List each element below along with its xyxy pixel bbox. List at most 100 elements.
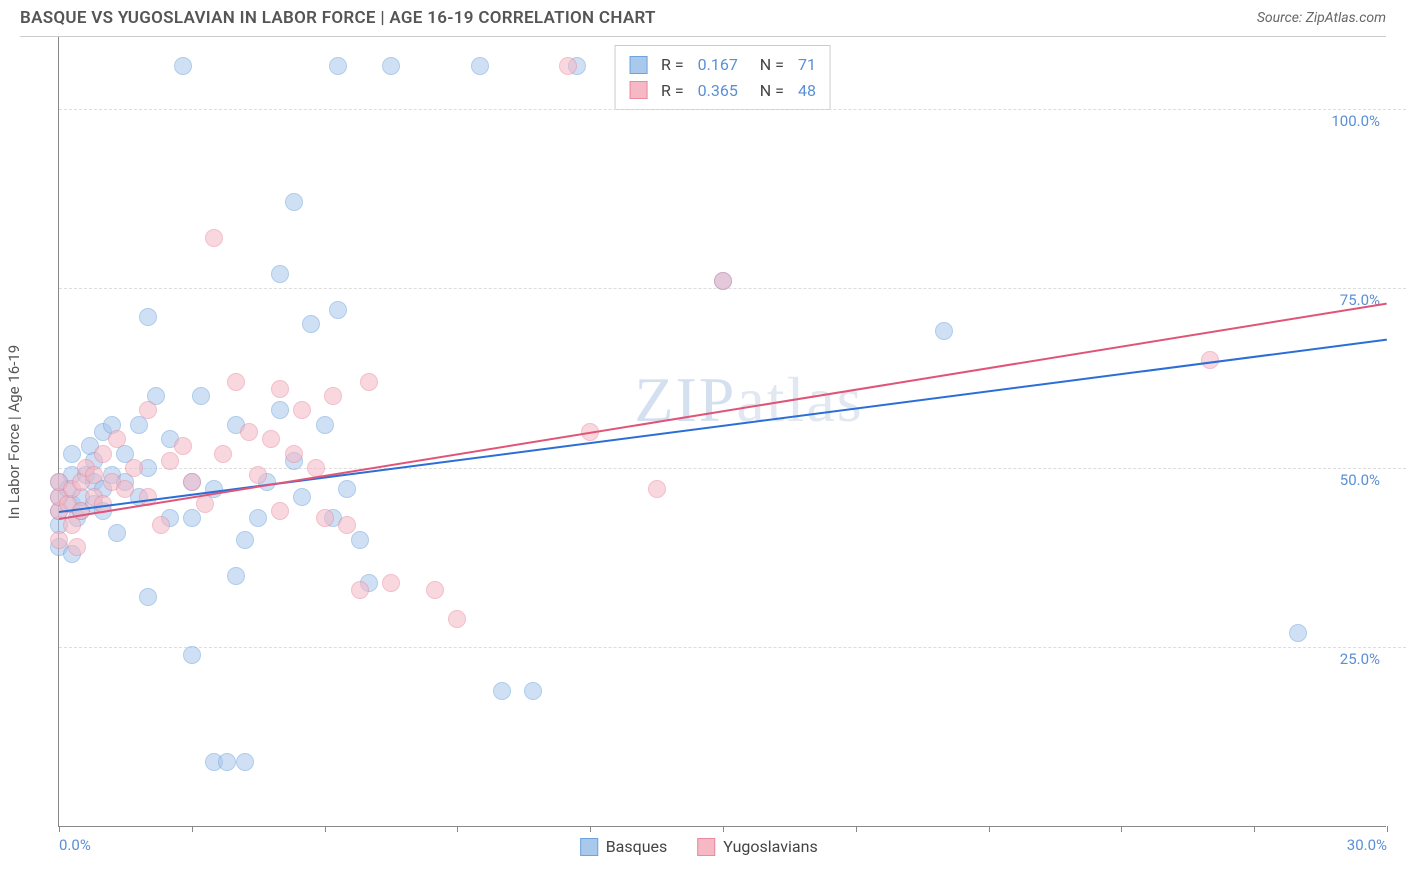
- scatter-point: [183, 509, 201, 527]
- scatter-point: [568, 57, 586, 75]
- scatter-point: [227, 567, 245, 585]
- scatter-point: [382, 57, 400, 75]
- scatter-point: [94, 445, 112, 463]
- scatter-point: [139, 308, 157, 326]
- scatter-point: [351, 531, 369, 549]
- gridline: [59, 288, 1406, 289]
- scatter-point: [116, 480, 134, 498]
- plot-area: ZIPatlas R =0.167 N =71R =0.365 N =48 Ba…: [58, 37, 1386, 827]
- scatter-point: [285, 445, 303, 463]
- scatter-point: [316, 509, 334, 527]
- scatter-point: [68, 538, 86, 556]
- y-axis-label: In Labor Force | Age 16-19: [5, 345, 23, 519]
- scatter-point: [108, 430, 126, 448]
- scatter-point: [116, 473, 134, 491]
- r-value: 0.365: [698, 78, 738, 104]
- scatter-point: [63, 480, 81, 498]
- bottom-legend: Basques Yugoslavians: [580, 837, 818, 856]
- x-tick: [1121, 826, 1122, 832]
- stats-legend-row: R =0.365 N =48: [629, 78, 816, 104]
- scatter-point: [103, 473, 121, 491]
- scatter-point: [63, 445, 81, 463]
- scatter-point: [324, 387, 342, 405]
- scatter-point: [174, 437, 192, 455]
- chart-title: BASQUE VS YUGOSLAVIAN IN LABOR FORCE | A…: [20, 8, 656, 28]
- scatter-point: [63, 545, 81, 563]
- scatter-point: [227, 416, 245, 434]
- scatter-point: [271, 380, 289, 398]
- x-tick: [856, 826, 857, 832]
- scatter-point: [648, 480, 666, 498]
- legend-swatch: [580, 838, 598, 856]
- scatter-point: [360, 373, 378, 391]
- n-value: 71: [798, 52, 816, 78]
- scatter-point: [293, 488, 311, 506]
- gridline: [59, 647, 1406, 648]
- r-label: R =: [661, 52, 684, 78]
- scatter-point: [935, 322, 953, 340]
- scatter-point: [85, 488, 103, 506]
- scatter-point: [249, 509, 267, 527]
- scatter-point: [94, 480, 112, 498]
- scatter-point: [108, 524, 126, 542]
- scatter-point: [329, 57, 347, 75]
- scatter-point: [139, 401, 157, 419]
- y-tick-label: 50.0%: [1340, 471, 1380, 489]
- x-tick: [1387, 826, 1388, 832]
- stats-legend-row: R = 0.167 N = 71: [629, 52, 816, 78]
- r-value: 0.167: [698, 52, 738, 78]
- scatter-point: [161, 430, 179, 448]
- scatter-point: [72, 473, 90, 491]
- legend-label: Yugoslavians: [723, 837, 817, 856]
- scatter-point: [271, 502, 289, 520]
- legend-swatch: [697, 838, 715, 856]
- x-tick: [59, 826, 60, 832]
- scatter-point: [338, 516, 356, 534]
- x-tick: [192, 826, 193, 832]
- scatter-point: [50, 488, 68, 506]
- scatter-point: [130, 416, 148, 434]
- chart-container: In Labor Force | Age 16-19 ZIPatlas R =0…: [20, 36, 1386, 827]
- scatter-point: [205, 753, 223, 771]
- legend-label: Basques: [606, 837, 668, 856]
- n-label: N =: [752, 52, 784, 78]
- scatter-point: [271, 265, 289, 283]
- scatter-point: [59, 480, 77, 498]
- scatter-point: [85, 473, 103, 491]
- x-tick: [989, 826, 990, 832]
- scatter-point: [183, 473, 201, 491]
- scatter-point: [183, 473, 201, 491]
- scatter-point: [152, 516, 170, 534]
- n-value: 48: [798, 78, 816, 104]
- scatter-point: [50, 473, 68, 491]
- r-label: R =: [661, 78, 684, 104]
- watermark: ZIPatlas: [634, 363, 863, 437]
- scatter-point: [559, 57, 577, 75]
- legend-swatch: [629, 81, 647, 99]
- scatter-point: [302, 315, 320, 333]
- scatter-point: [360, 574, 378, 592]
- scatter-point: [236, 753, 254, 771]
- y-tick-label: 100.0%: [1331, 112, 1380, 130]
- scatter-point: [214, 445, 232, 463]
- trend-line: [59, 303, 1387, 520]
- scatter-point: [139, 588, 157, 606]
- scatter-point: [192, 387, 210, 405]
- scatter-point: [293, 401, 311, 419]
- stats-legend: R = 0.167 N = 71R = 0.365 N = 48: [614, 45, 831, 110]
- chart-header: BASQUE VS YUGOSLAVIAN IN LABOR FORCE | A…: [0, 0, 1406, 32]
- scatter-point: [240, 423, 258, 441]
- scatter-point: [338, 480, 356, 498]
- x-tick-label: 30.0%: [1347, 836, 1387, 854]
- scatter-point: [426, 581, 444, 599]
- scatter-point: [116, 445, 134, 463]
- scatter-point: [493, 682, 511, 700]
- scatter-point: [50, 538, 68, 556]
- scatter-point: [174, 57, 192, 75]
- scatter-point: [50, 531, 68, 549]
- scatter-point: [324, 509, 342, 527]
- x-tick-label: 0.0%: [59, 836, 91, 854]
- scatter-point: [50, 473, 68, 491]
- legend-swatch: [629, 56, 647, 74]
- scatter-point: [236, 531, 254, 549]
